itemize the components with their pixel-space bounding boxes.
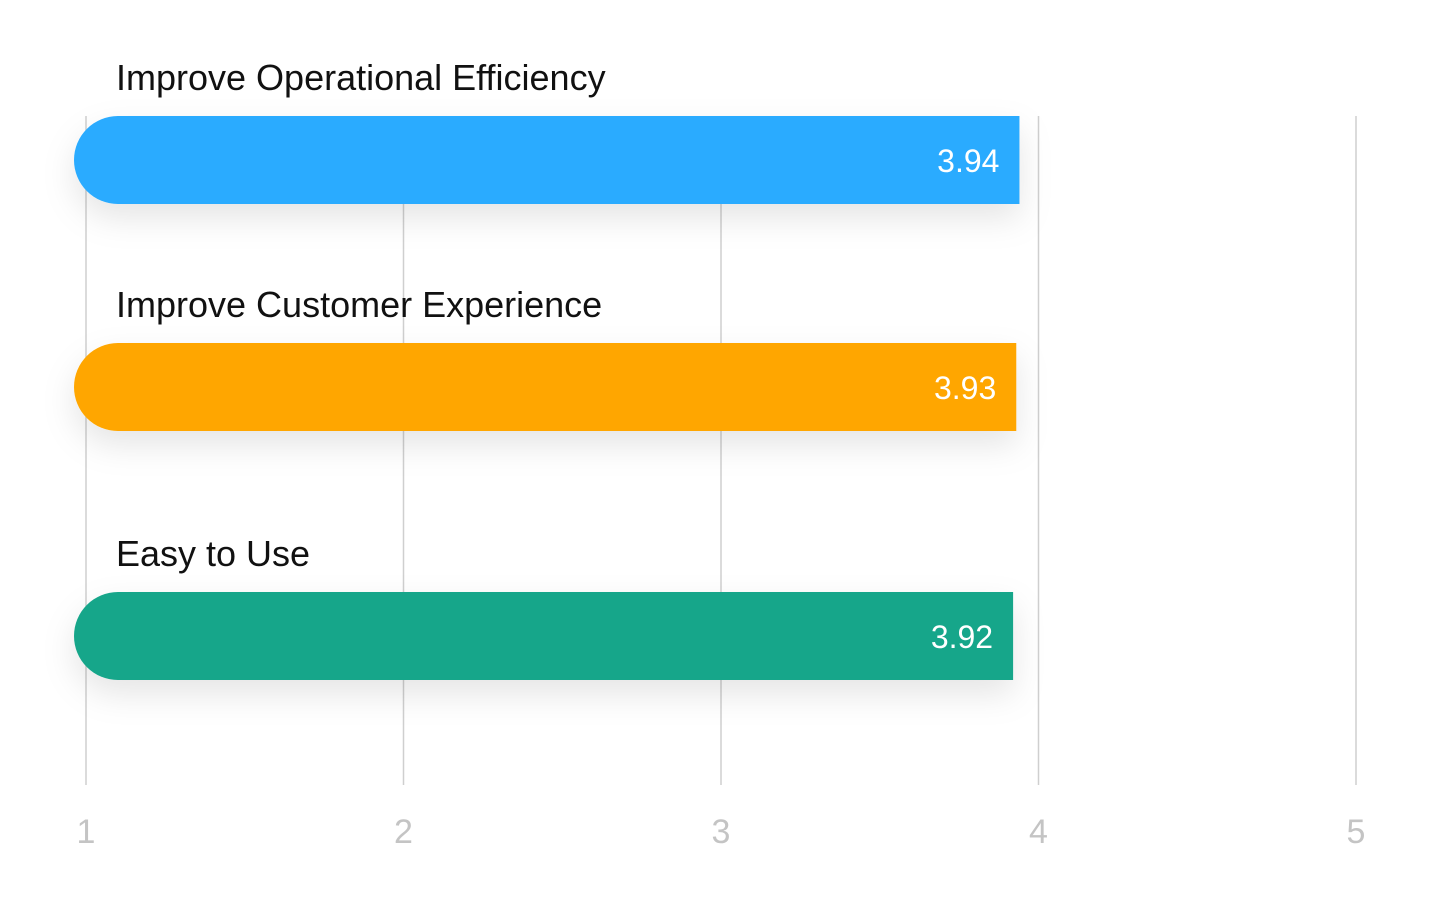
bar-value-label: 3.92 bbox=[931, 619, 993, 655]
category-label: Easy to Use bbox=[116, 533, 310, 574]
bar bbox=[74, 116, 1020, 204]
bar bbox=[74, 592, 1014, 680]
x-tick-label: 2 bbox=[394, 813, 413, 851]
category-label: Improve Operational Efficiency bbox=[116, 57, 606, 98]
bars: Improve Operational Efficiency 3.94 Improv… bbox=[74, 57, 1020, 680]
x-tick-label: 5 bbox=[1347, 813, 1366, 851]
bar-value-label: 3.93 bbox=[934, 370, 996, 406]
grid-lines bbox=[85, 116, 1357, 785]
bar-value-label: 3.94 bbox=[937, 143, 999, 179]
category-label: Improve Customer Experience bbox=[116, 284, 602, 325]
x-tick-label: 4 bbox=[1029, 813, 1048, 851]
bar bbox=[74, 343, 1017, 431]
x-tick-label: 1 bbox=[77, 813, 96, 851]
x-tick-label: 3 bbox=[712, 813, 731, 851]
x-axis-ticks: 1 2 3 4 5 bbox=[77, 813, 1366, 851]
